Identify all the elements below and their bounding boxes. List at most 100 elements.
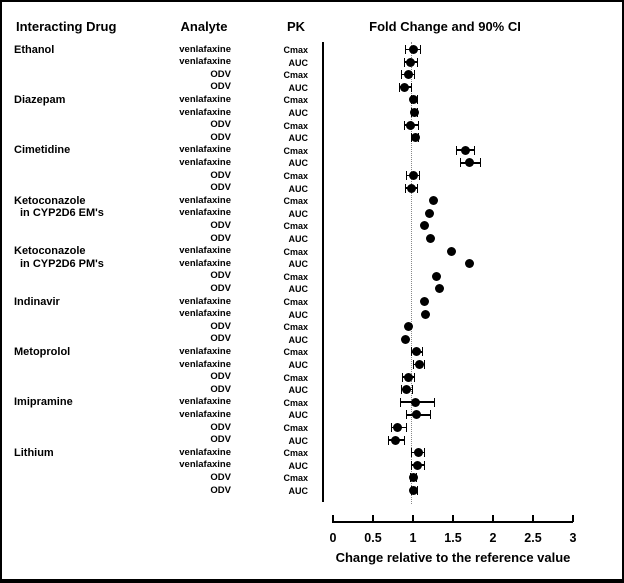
pk-label: Cmax	[283, 347, 308, 358]
pk-label: Cmax	[283, 145, 308, 156]
analyte-label: ODV	[210, 371, 231, 383]
data-point-marker	[414, 448, 424, 458]
pk-label: Cmax	[283, 45, 308, 55]
x-axis-tick-label: 3	[569, 531, 577, 545]
analyte-label: venlafaxine	[179, 459, 231, 471]
analyte-label: venlafaxine	[179, 43, 231, 55]
data-point-marker	[413, 460, 423, 470]
analyte-label: ODV	[210, 232, 231, 244]
pk-label: AUC	[288, 82, 309, 93]
pk-label: AUC	[288, 259, 309, 270]
pk-label: Cmax	[283, 372, 308, 383]
pk-label: AUC	[288, 309, 309, 320]
analyte-label: ODV	[210, 270, 231, 282]
data-point-marker	[401, 334, 411, 344]
analyte-label: ODV	[210, 320, 231, 332]
data-point-marker	[425, 208, 435, 218]
analyte-label: venlafaxine	[179, 345, 231, 357]
analyte-label: venlafaxine	[179, 308, 231, 320]
analyte-label: venlafaxine	[179, 144, 231, 156]
data-point-marker	[409, 486, 419, 495]
data-point-marker	[406, 120, 416, 130]
data-point-marker	[411, 347, 421, 357]
data-point-marker	[402, 385, 412, 395]
x-axis-tick-label: 2.5	[524, 531, 542, 545]
pk-label: Cmax	[283, 473, 308, 484]
data-point-marker	[431, 271, 441, 281]
data-point-marker	[403, 322, 413, 332]
data-point-marker	[390, 435, 400, 445]
pk-label: Cmax	[283, 95, 308, 106]
data-point-marker	[410, 108, 420, 117]
analyte-label: ODV	[210, 182, 231, 194]
data-point-marker	[393, 423, 403, 432]
x-axis-tick-label: 1	[409, 531, 417, 545]
analyte-label: ODV	[210, 68, 231, 80]
analyte-label: ODV	[210, 434, 231, 446]
x-axis-tick	[492, 515, 494, 522]
analyte-label: ODV	[210, 421, 231, 433]
pk-label: AUC	[288, 410, 309, 421]
data-point-marker	[408, 473, 418, 483]
pk-label: AUC	[288, 133, 309, 144]
x-axis-tick	[452, 515, 454, 522]
data-point-marker	[414, 360, 424, 369]
analyte-label: venlafaxine	[179, 257, 231, 269]
x-axis-tick-label: 2	[489, 531, 497, 545]
column-separator-line	[322, 42, 324, 502]
data-point-marker	[465, 158, 475, 168]
pk-label: AUC	[288, 385, 309, 396]
pk-label: AUC	[288, 108, 309, 118]
analyte-label: venlafaxine	[179, 358, 231, 370]
analyte-label: venlafaxine	[179, 207, 231, 219]
data-point-marker	[411, 410, 421, 420]
pk-label: AUC	[288, 158, 309, 169]
pk-label: AUC	[288, 334, 309, 345]
drug-name-label: Lithium	[14, 446, 54, 459]
x-axis-tick-label: 0	[329, 531, 337, 545]
data-point-marker	[465, 259, 475, 269]
drug-name-label: Ketoconazole	[14, 245, 86, 258]
x-axis-tick	[372, 515, 374, 522]
analyte-label: ODV	[210, 471, 231, 483]
x-axis-tick-label: 1.5	[444, 531, 462, 545]
pk-label: AUC	[288, 183, 309, 194]
data-point-marker	[406, 183, 416, 193]
data-point-marker	[409, 95, 419, 105]
data-point-marker	[410, 133, 420, 143]
pk-label: AUC	[288, 284, 309, 295]
chart-title: Fold Change and 90% CI	[369, 19, 521, 34]
pk-label: Cmax	[283, 70, 308, 81]
analyte-label: ODV	[210, 383, 231, 395]
pk-label: AUC	[288, 57, 309, 68]
data-point-marker	[408, 171, 418, 180]
analyte-label: venlafaxine	[179, 106, 231, 118]
data-point-marker	[428, 196, 438, 206]
analyte-label: ODV	[210, 119, 231, 131]
column-header-interacting-drug: Interacting Drug	[16, 19, 117, 34]
data-point-marker	[408, 45, 418, 54]
analyte-label: venlafaxine	[179, 156, 231, 168]
pk-label: Cmax	[283, 448, 308, 459]
pk-label: Cmax	[283, 423, 308, 433]
drug-name-label: Cimetidine	[14, 144, 71, 157]
data-point-marker	[419, 221, 429, 231]
analyte-label: venlafaxine	[179, 396, 231, 408]
data-point-marker	[399, 82, 409, 92]
analyte-label: ODV	[210, 219, 231, 231]
drug-name-label: Imipramine	[14, 396, 73, 409]
x-axis-tick-label: 0.5	[364, 531, 382, 545]
pk-label: AUC	[288, 435, 309, 446]
reference-line	[411, 42, 412, 504]
analyte-label: venlafaxine	[179, 194, 231, 206]
analyte-label: venlafaxine	[179, 245, 231, 257]
analyte-label: ODV	[210, 333, 231, 345]
analyte-label: ODV	[210, 81, 231, 93]
pk-label: AUC	[288, 360, 309, 370]
data-point-marker	[403, 372, 413, 382]
drug-name-label: Ketoconazole	[14, 194, 86, 207]
pk-label: Cmax	[283, 397, 308, 408]
x-axis-label: Change relative to the reference value	[335, 550, 571, 565]
pk-label: Cmax	[283, 322, 308, 333]
